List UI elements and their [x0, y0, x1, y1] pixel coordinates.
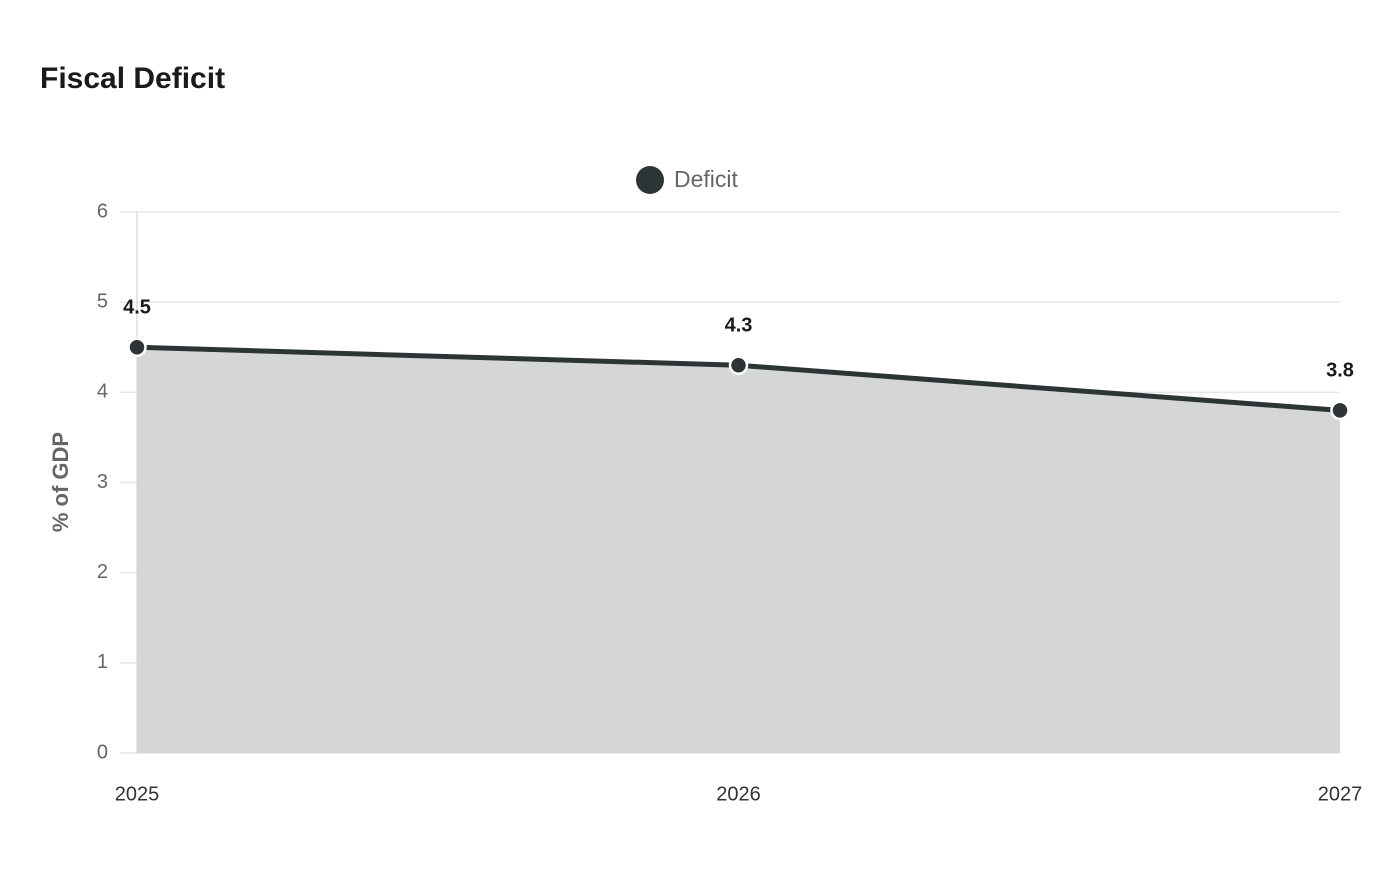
legend-label: Deficit	[674, 166, 739, 192]
data-label: 4.5	[123, 297, 151, 319]
chart-title: Fiscal Deficit	[40, 62, 225, 95]
y-tick-label: 4	[97, 381, 108, 403]
y-tick-label: 5	[97, 290, 108, 312]
y-tick-label: 0	[97, 741, 108, 763]
x-tick-label: 2025	[115, 783, 160, 805]
legend-marker	[636, 166, 664, 194]
x-tick-label: 2026	[716, 783, 761, 805]
point	[728, 355, 749, 376]
y-tick-label: 6	[97, 200, 108, 222]
y-axis-label: % of GDP	[48, 432, 73, 532]
y-tick-label: 3	[97, 471, 108, 493]
x-tick-label: 2027	[1318, 783, 1363, 805]
point	[127, 337, 147, 357]
data-label: 4.3	[725, 315, 753, 337]
y-tick-label: 2	[97, 561, 108, 583]
area	[137, 347, 1340, 753]
point	[1330, 400, 1350, 421]
y-tick-label: 1	[97, 651, 108, 673]
data-label: 3.8	[1326, 360, 1354, 382]
